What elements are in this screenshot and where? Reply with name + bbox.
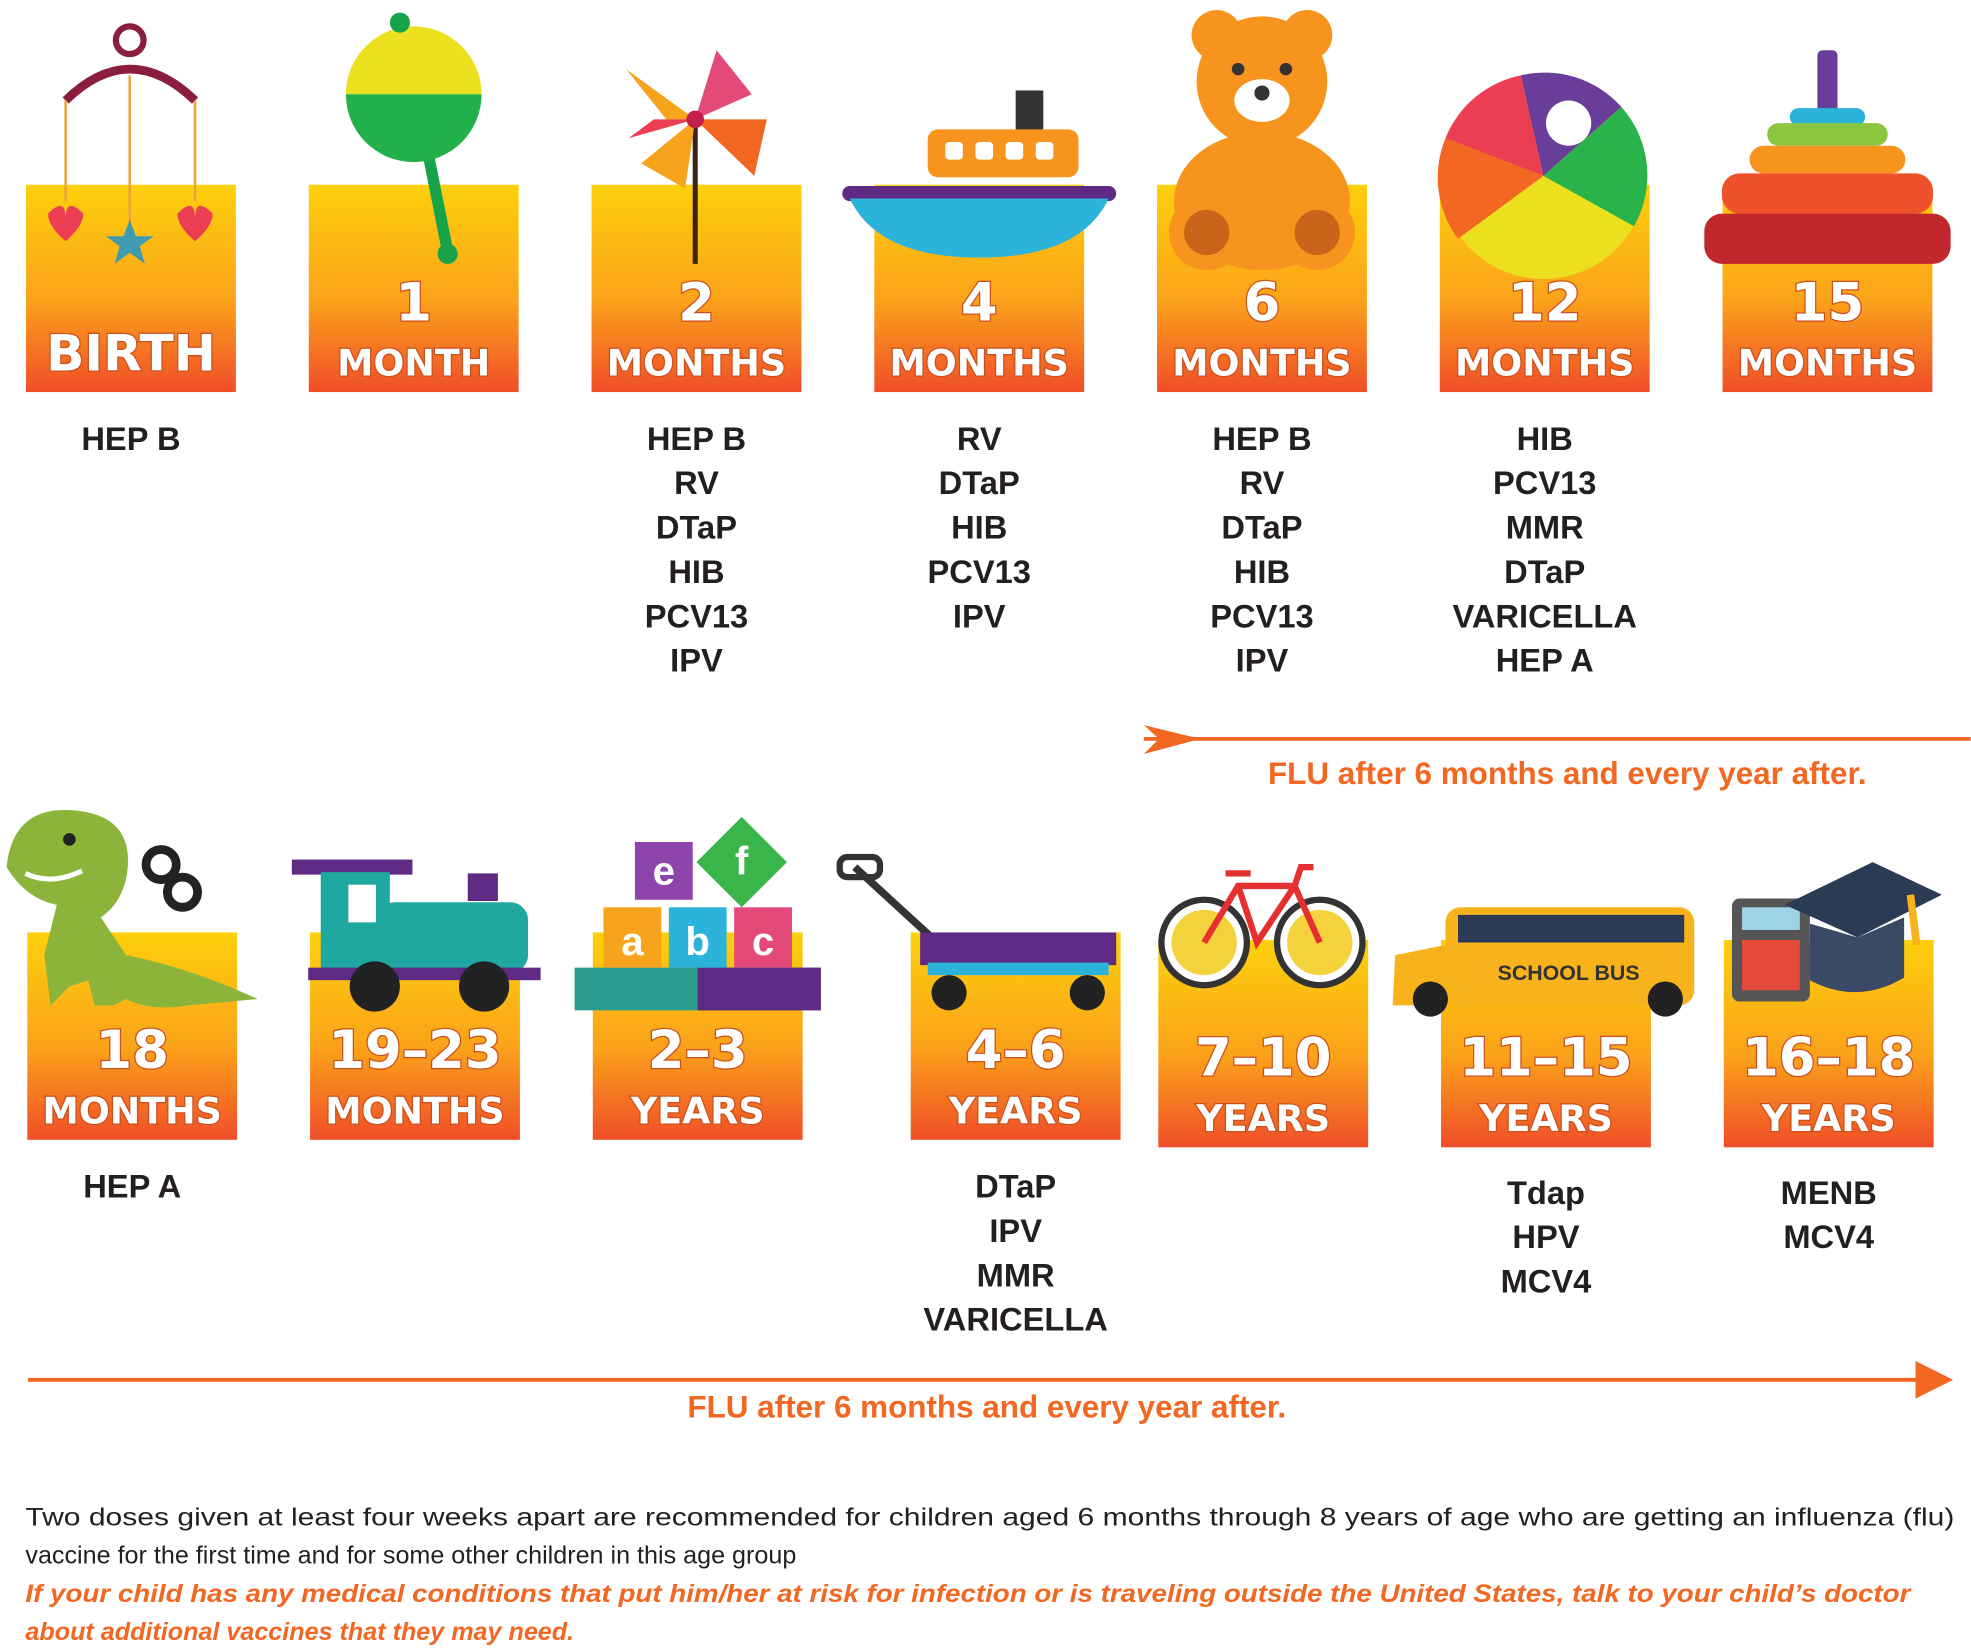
vaccine: HPV [1512,1218,1579,1255]
vaccine: IPV [670,642,723,679]
age-number: 16–18 [1742,1028,1915,1089]
vaccine: HEP B [647,420,746,457]
vaccine: DTaP [1504,553,1585,590]
vaccine: IPV [989,1212,1042,1249]
bear-icon [1168,10,1355,271]
vaccine: DTaP [656,509,737,546]
stacker-icon [1704,50,1951,264]
bicycle-icon [1158,863,1366,989]
age-unit: YEARS [1195,1097,1330,1140]
age-number: 4 [961,272,998,333]
train-icon [291,859,541,1012]
warning-line: about additional vaccines that they may … [25,1618,574,1646]
ball-icon [1437,72,1648,279]
vaccine: Tdap [1507,1174,1585,1211]
vaccine: MCV4 [1783,1218,1874,1255]
vaccine: HIB [1517,420,1573,457]
vaccine: PCV13 [1493,464,1596,501]
block-letter: b [685,919,710,964]
age-number: 2–3 [648,1020,748,1081]
age-number: 6 [1244,272,1281,333]
age-box [308,184,519,393]
age-unit: YEARS [630,1089,765,1132]
age-unit: MONTHS [890,342,1069,385]
vaccine: RV [674,464,719,501]
bus-icon: SCHOOL BUS [1392,907,1695,1017]
toy-icons: e f a b c SCHOOL BUS [6,10,1951,1017]
vaccine: DTaP [1221,509,1302,546]
age-number: 11–15 [1459,1028,1632,1089]
age-number: 12 [1508,272,1581,333]
age-label: BIRTH [46,324,216,383]
vaccine: HIB [1234,553,1290,590]
age-unit: MONTH [337,342,490,385]
pinwheel-icon [626,50,767,264]
age-number: 19–23 [328,1020,501,1081]
age-number: 18 [96,1020,169,1081]
vaccine: MMR [977,1256,1055,1293]
blocks-icon: e f a b c [574,816,821,1011]
block-letter: a [621,919,644,964]
block-letters: e f a b c [621,839,774,964]
boat-icon [842,90,1117,258]
age-number: 2 [678,272,715,333]
vaccine: PCV13 [645,597,748,634]
bus-label: SCHOOL BUS [1498,961,1640,985]
vaccine: PCV13 [927,553,1030,590]
flu-note: FLU after 6 months and every year after. [1268,756,1867,791]
vaccine: RV [957,420,1002,457]
block-letter: c [752,919,774,964]
age-number: 4–6 [966,1020,1066,1081]
flu-arrow-tail [1143,725,1201,754]
vaccine: VARICELLA [1452,597,1636,634]
vaccine: DTaP [975,1168,1056,1205]
age-number: 7–10 [1195,1028,1332,1089]
dinosaur-icon [6,809,258,1008]
block-letter: f [735,839,749,884]
age-unit: MONTHS [325,1089,504,1132]
vaccine: VARICELLA [923,1301,1107,1338]
vaccine: HEP A [83,1168,181,1205]
age-number: 1 [395,272,432,333]
rattle-icon [345,12,482,264]
vaccine: MENB [1781,1174,1877,1211]
graduation-icon [1731,862,1942,1002]
age-unit: MONTHS [1738,342,1917,385]
labels: BIRTH HEP B 1 MONTH 2 MONTHS HEP B RV DTaP HIB PCV… [41,271,1918,1338]
age-unit: MONTHS [607,342,786,385]
age-unit: YEARS [1478,1097,1613,1140]
footnote-line: vaccine for the first time and for some … [25,1541,796,1569]
vaccine: IPV [1236,642,1289,679]
vaccine: RV [1240,464,1285,501]
vaccine: HEP B [1212,420,1311,457]
age-number: 15 [1791,272,1864,333]
vaccine: PCV13 [1210,597,1313,634]
vaccine: MMR [1506,509,1584,546]
vaccine: MCV4 [1501,1263,1592,1300]
mobile-icon [48,23,213,264]
age-unit: MONTHS [1455,342,1634,385]
footnote-line: Two doses given at least four weeks apar… [25,1504,1954,1532]
vaccine: IPV [953,597,1006,634]
age-unit: MONTHS [43,1089,222,1132]
age-unit: MONTHS [1172,342,1351,385]
age-unit: YEARS [948,1089,1083,1132]
vaccine: HIB [951,509,1007,546]
vaccine: DTaP [939,464,1020,501]
vaccine: HEP A [1496,642,1594,679]
vaccine: HEP B [81,420,180,457]
wagon-icon [836,853,1117,1011]
block-letter: e [653,849,675,894]
vaccine: HIB [668,553,724,590]
age-unit: YEARS [1761,1097,1896,1140]
warning-line: If your child has any medical conditions… [25,1580,1911,1608]
flu-note: FLU after 6 months and every year after. [687,1390,1286,1425]
